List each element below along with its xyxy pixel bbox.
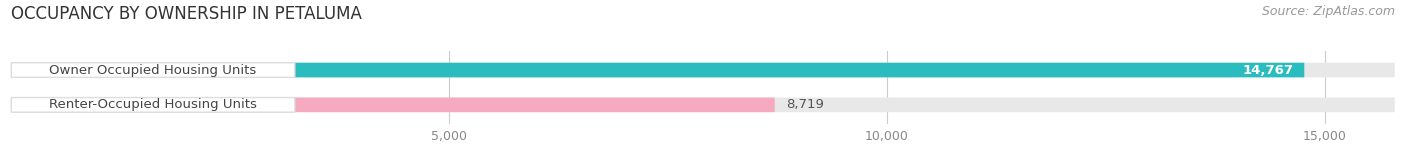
FancyBboxPatch shape — [11, 98, 295, 112]
Text: Owner Occupied Housing Units: Owner Occupied Housing Units — [49, 64, 257, 76]
FancyBboxPatch shape — [11, 63, 295, 77]
Text: Source: ZipAtlas.com: Source: ZipAtlas.com — [1261, 5, 1395, 18]
Text: 14,767: 14,767 — [1243, 64, 1294, 76]
Text: Renter-Occupied Housing Units: Renter-Occupied Housing Units — [49, 98, 257, 111]
FancyBboxPatch shape — [11, 98, 1395, 112]
Text: 8,719: 8,719 — [786, 98, 824, 111]
FancyBboxPatch shape — [11, 98, 775, 112]
Text: OCCUPANCY BY OWNERSHIP IN PETALUMA: OCCUPANCY BY OWNERSHIP IN PETALUMA — [11, 5, 363, 23]
FancyBboxPatch shape — [11, 63, 1305, 77]
FancyBboxPatch shape — [11, 63, 1395, 77]
